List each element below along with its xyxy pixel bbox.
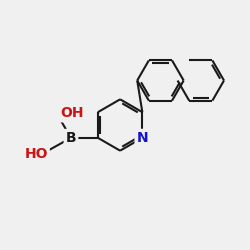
Text: N: N [136,131,148,145]
Text: OH: OH [60,106,84,120]
Text: B: B [66,131,76,145]
Text: HO: HO [24,147,48,161]
